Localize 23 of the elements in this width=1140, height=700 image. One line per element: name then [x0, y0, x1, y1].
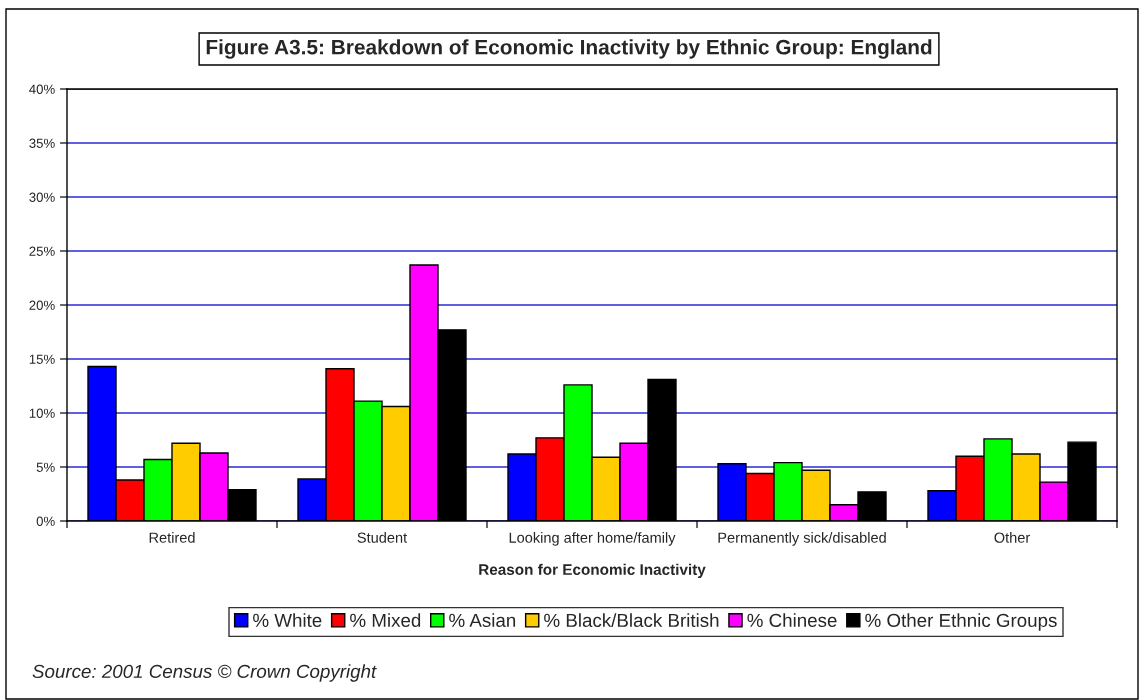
x-tick-label: Student — [357, 532, 408, 543]
chart-title: Figure A3.5: Breakdown of Economic Inactivity by Ethnic Group: England — [206, 39, 932, 59]
y-tick-label: 40% — [29, 84, 55, 94]
y-tick-label: 25% — [29, 246, 55, 256]
legend-label: % Other Ethnic Groups — [865, 613, 1057, 631]
legend-label: % Chinese — [747, 613, 837, 628]
legend-label: % Black/Black British — [544, 613, 719, 628]
x-tick-label: Retired — [149, 532, 195, 543]
x-tick-label: Other — [994, 532, 1030, 543]
y-tick-label: 30% — [29, 192, 55, 202]
x-tick-label: Looking after home/family — [509, 532, 676, 546]
legend-label: % White — [253, 613, 322, 628]
x-axis-title: Reason for Economic Inactivity — [479, 563, 706, 578]
y-tick-label: 10% — [29, 408, 55, 418]
x-tick-label: Permanently sick/disabled — [718, 532, 886, 546]
source-note: Source: 2001 Census © Crown Copyright — [32, 664, 377, 682]
y-tick-label: 35% — [29, 138, 55, 148]
legend-label: % Asian — [449, 613, 516, 628]
y-tick-label: 20% — [29, 300, 55, 310]
y-tick-label: 15% — [29, 354, 55, 364]
legend-label: % Mixed — [350, 613, 421, 628]
y-tick-label: 5% — [36, 462, 55, 472]
y-tick-label: 0% — [36, 516, 55, 526]
